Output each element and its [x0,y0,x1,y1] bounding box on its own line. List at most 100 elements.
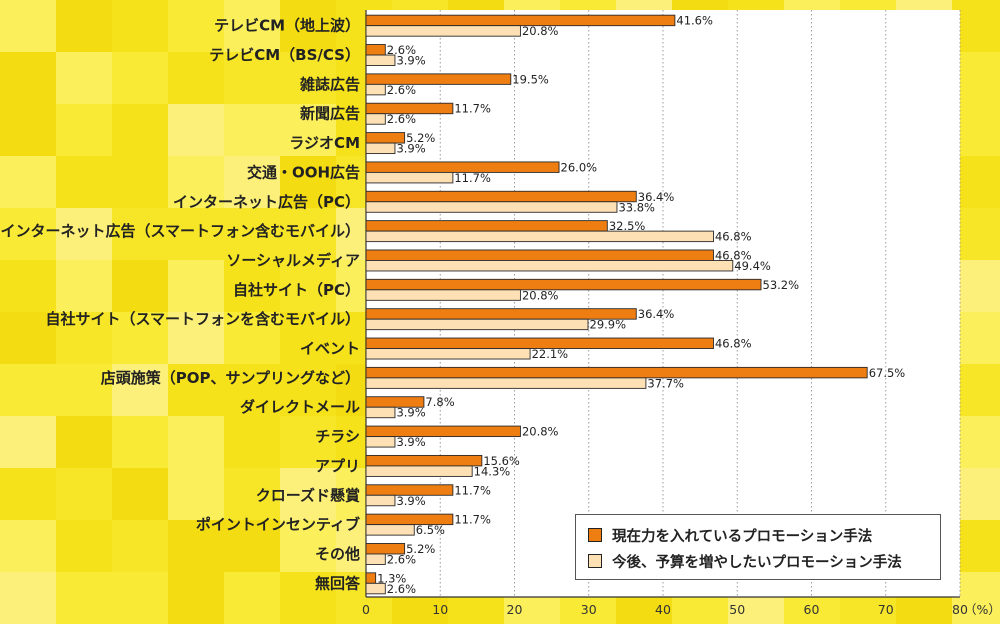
bar-future [365,260,734,272]
bar-future [365,230,714,243]
category-label: ソーシャルメディア [226,251,360,269]
value-label-future: 49.4% [734,259,771,273]
bar-future [365,142,396,155]
value-label-future: 3.9% [396,494,425,508]
value-label-future: 2.6% [387,582,416,596]
value-label-future: 14.3% [474,464,511,478]
value-label-future: 3.9% [396,142,425,156]
legend-swatch-current [588,528,602,542]
bar-future [365,289,521,301]
legend-item-future: 今後、予算を増やしたいプロモーション手法 [588,551,902,571]
category-label: その他 [315,545,360,563]
bar-current [365,249,714,261]
category-label: クローズド懸賞 [256,486,360,504]
value-label-current: 2.6% [387,43,416,57]
x-unit-label: （%） [964,602,1000,617]
value-label-future: 2.6% [387,112,416,126]
bar-current [365,102,454,115]
bar-future [365,54,396,66]
value-label-future: 2.6% [387,552,416,566]
x-tick-label: 80 [952,602,968,617]
bar-current [365,190,637,203]
value-label-current: 67.5% [869,366,906,380]
x-tick-label: 20 [507,602,523,617]
bar-future [365,582,386,595]
bar-future [365,83,386,96]
x-tick-label: 60 [804,602,820,617]
value-label-current: 19.5% [512,72,549,86]
x-tick-label: 0 [362,602,370,617]
category-label: 無回答 [315,574,361,592]
bar-future [365,377,647,389]
value-label-current: 7.8% [425,395,454,409]
value-label-current: 11.7% [454,102,491,116]
category-label: アプリ [315,457,360,475]
value-label-current: 41.6% [676,14,713,28]
value-label-current: 26.0% [561,160,598,174]
bar-future [365,524,415,536]
category-label: 自社サイト（スマートフォンを含むモバイル） [45,310,360,328]
category-label: 自社サイト（PC） [233,281,360,299]
value-label-current: 5.2% [406,131,435,145]
value-label-future: 33.8% [618,200,655,214]
bar-current [365,44,386,56]
bar-future [365,465,473,477]
category-label: ポイントインセンティブ [196,516,360,534]
value-label-future: 2.6% [387,83,416,97]
value-label-current: 15.6% [483,454,520,468]
category-label: ダイレクトメール [240,398,360,416]
category-label: テレビCM（BS/CS） [209,46,360,64]
bar-future [365,436,396,448]
bar-current [365,73,512,85]
value-label-future: 46.8% [715,230,752,244]
bar-future [365,494,396,507]
bar-future [365,553,386,565]
value-label-future: 6.5% [416,523,445,537]
bar-current [365,366,868,379]
bar-current [365,278,762,291]
legend: 現在力を入れているプロモーション手法 今後、予算を増やしたいプロモーション手法 [575,514,941,580]
category-label: インターネット広告（スマートフォン含むモバイル） [0,222,360,240]
value-label-current: 32.5% [609,219,646,233]
value-label-future: 3.9% [396,406,425,420]
bar-future [365,171,454,184]
bar-future [365,406,396,419]
x-tick-label: 40 [655,602,671,617]
value-label-current: 36.4% [638,307,675,321]
bar-current [365,337,714,349]
value-label-current: 46.8% [715,248,752,262]
x-tick-label: 30 [581,602,597,617]
value-label-future: 20.8% [522,288,559,302]
category-label: テレビCM（地上波） [214,17,360,35]
value-label-future: 11.7% [454,171,491,185]
category-label: ラジオCM [289,134,360,152]
value-label-current: 1.3% [377,571,406,585]
bar-future [365,318,589,331]
category-label: 交通・OOH広告 [247,163,360,181]
bar-current [365,572,377,584]
legend-swatch-future [588,554,602,568]
bar-future [365,113,386,125]
legend-label-future: 今後、予算を増やしたいプロモーション手法 [612,554,902,571]
category-label: 雑誌広告 [299,75,360,93]
bar-future [365,201,618,213]
bar-future [365,348,531,360]
value-label-future: 20.8% [522,24,559,38]
bar-current [365,161,560,173]
value-label-future: 3.9% [396,54,425,68]
category-label: 店頭施策（POP、サンプリングなど） [101,369,360,387]
category-label: イベント [300,340,360,358]
x-tick-label: 50 [729,602,745,617]
value-label-future: 37.7% [647,376,684,390]
bar-current [365,14,676,27]
category-label: インターネット広告（PC） [173,193,360,211]
value-label-future: 29.9% [590,318,627,332]
bar-current [365,425,521,438]
value-label-current: 5.2% [406,542,435,556]
value-label-current: 46.8% [715,337,752,351]
category-label: チラシ [315,428,360,446]
category-label: 新聞広告 [300,105,360,123]
value-label-future: 22.1% [532,347,569,361]
x-tick-label: 10 [432,602,448,617]
